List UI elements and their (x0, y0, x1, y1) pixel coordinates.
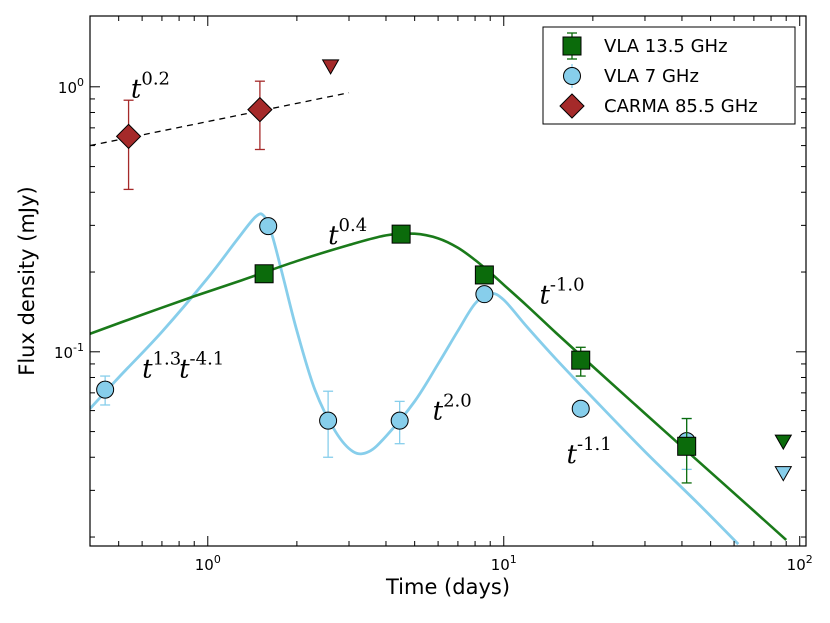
vla135-upper-limit (774, 434, 793, 451)
y-tick-label: 100 (58, 76, 84, 97)
power-law-label: t0.2 (131, 69, 170, 105)
legend-box (542, 26, 796, 125)
legend-label-carma: CARMA 85.5 GHz (604, 96, 758, 117)
power-law-label: t1.3 (142, 348, 181, 384)
annotation-layer: t0.2t0.4t1.3t-4.1t2.0t-1.0t-1.1 (131, 69, 612, 471)
y-tick-label-base: 10 (54, 344, 73, 362)
plot-frame (89, 15, 807, 547)
x-tick-label: 102 (787, 553, 813, 574)
legend-label-vla7: VLA 7 GHz (604, 66, 699, 87)
carma-point (247, 96, 273, 123)
y-tick-label-exponent: -1 (73, 341, 84, 354)
vla7-model-line (90, 212, 740, 546)
y-tick-label-base: 10 (58, 79, 77, 97)
legend-entries: VLA 13.5 GHz VLA 7 GHz CARMA 85.5 GHz (559, 32, 758, 119)
x-tick-label-base: 10 (491, 556, 510, 574)
x-tick-label: 100 (195, 553, 221, 574)
x-tick-label-exponent: 2 (806, 553, 813, 566)
x-tick-label-base: 10 (195, 556, 214, 574)
x-tick-label-exponent: 0 (214, 553, 221, 566)
vla135-point (474, 265, 494, 285)
y-tick-label: 10-1 (54, 341, 84, 362)
legend-marker-vla135 (562, 36, 582, 56)
vla7-point (475, 285, 494, 304)
vla135-point (571, 350, 591, 370)
vla7-upper-limit (774, 466, 793, 482)
legend-label-vla135: VLA 13.5 GHz (604, 36, 728, 57)
y-axis-label: Flux density (mJy) (15, 186, 39, 375)
power-law-exponent: 2.0 (443, 391, 472, 412)
power-law-exponent: -1.1 (577, 434, 612, 455)
legend-marker-carma (559, 93, 585, 119)
x-tick-label-exponent: 1 (510, 553, 517, 566)
power-law-exponent: -1.0 (550, 275, 585, 296)
power-law-label: t2.0 (433, 391, 472, 427)
vla135-point (391, 224, 411, 244)
power-law-base: t (142, 354, 153, 384)
power-law-label: t-4.1 (179, 348, 224, 384)
power-law-exponent: -4.1 (190, 348, 225, 369)
carma-upper-limit (321, 59, 340, 75)
plot-layer (90, 59, 793, 546)
power-law-label: t0.4 (328, 215, 367, 251)
power-law-exponent: 1.3 (153, 348, 182, 369)
legend: VLA 13.5 GHz VLA 7 GHz CARMA 85.5 GHz (542, 26, 796, 125)
x-axis-label: Time (days) (385, 575, 510, 599)
power-law-base: t (567, 440, 578, 470)
x-tick-label-base: 10 (787, 556, 806, 574)
power-law-base: t (328, 221, 339, 251)
vla135-model-line (90, 232, 788, 541)
power-law-label: t-1.0 (539, 275, 584, 311)
vla7-point (390, 411, 409, 430)
power-law-base: t (179, 354, 190, 384)
x-tick-label: 101 (491, 553, 517, 574)
power-law-base: t (539, 281, 550, 311)
vla7-point (319, 411, 338, 430)
vla7-point (259, 217, 278, 236)
power-law-base: t (131, 75, 142, 105)
vla135-point (677, 436, 697, 456)
power-law-exponent: 0.4 (339, 215, 368, 236)
power-law-base: t (433, 397, 444, 427)
power-law-exponent: 0.2 (141, 69, 170, 90)
y-tick-label-exponent: 0 (77, 76, 84, 89)
vla7-point (96, 380, 115, 399)
vla135-point (254, 264, 274, 284)
legend-marker-vla7 (563, 67, 581, 85)
power-law-label: t-1.1 (567, 434, 612, 470)
vla7-point (571, 399, 590, 418)
carma-point (115, 123, 142, 150)
